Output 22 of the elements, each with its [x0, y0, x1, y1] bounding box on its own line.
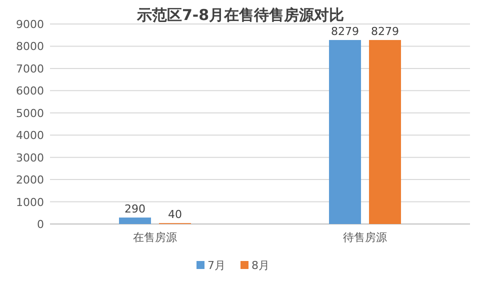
- bar: [329, 40, 361, 224]
- y-tick-label: 5000: [16, 106, 44, 120]
- legend-label: 8月: [252, 259, 270, 272]
- data-label: 8279: [331, 25, 359, 38]
- x-tick-label: 待售房源: [343, 231, 387, 244]
- legend-label: 7月: [208, 259, 226, 272]
- y-tick-label: 8000: [16, 40, 44, 54]
- bar: [369, 40, 401, 224]
- data-label: 290: [124, 202, 146, 216]
- y-tick-label: 1000: [16, 196, 44, 209]
- data-label: 8279: [371, 25, 399, 38]
- x-tick-label: 在售房源: [133, 231, 177, 244]
- chart-title: 示范区7-8月在售待售房源对比: [136, 6, 344, 24]
- y-tick-label: 4000: [16, 129, 44, 142]
- y-tick-label: 6000: [16, 84, 44, 98]
- y-tick-label: 9000: [16, 18, 44, 31]
- y-tick-label: 3000: [16, 151, 44, 164]
- bar: [119, 218, 151, 224]
- y-tick-label: 0: [37, 218, 44, 231]
- data-label: 40: [168, 208, 182, 222]
- y-tick-label: 2000: [16, 174, 44, 187]
- y-tick-label: 7000: [16, 62, 44, 76]
